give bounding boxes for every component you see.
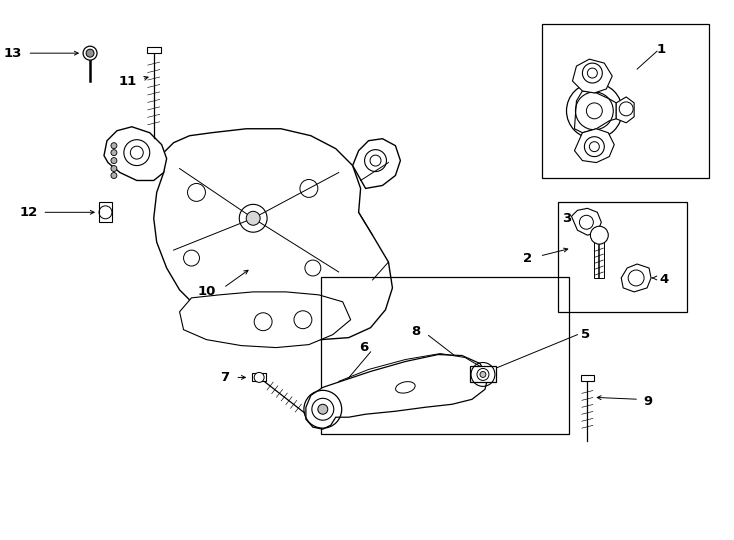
Polygon shape: [573, 59, 612, 93]
Polygon shape: [470, 367, 496, 382]
Circle shape: [111, 166, 117, 172]
Circle shape: [86, 49, 94, 57]
Polygon shape: [617, 97, 634, 123]
Text: 1: 1: [656, 43, 666, 56]
Text: 13: 13: [4, 46, 23, 59]
Text: 11: 11: [119, 75, 137, 87]
Bar: [558, 202, 687, 312]
Polygon shape: [104, 127, 167, 180]
Polygon shape: [575, 129, 614, 163]
Text: 4: 4: [659, 273, 668, 286]
Text: 6: 6: [360, 341, 368, 354]
Bar: [321, 277, 570, 434]
Polygon shape: [595, 242, 604, 278]
Circle shape: [246, 211, 260, 225]
Polygon shape: [99, 202, 112, 222]
Circle shape: [111, 150, 117, 156]
Circle shape: [590, 226, 608, 244]
Circle shape: [111, 158, 117, 164]
Polygon shape: [352, 139, 400, 188]
Polygon shape: [572, 208, 601, 235]
Polygon shape: [252, 374, 266, 381]
Polygon shape: [153, 129, 393, 340]
Circle shape: [318, 404, 328, 414]
Circle shape: [83, 46, 97, 60]
Polygon shape: [147, 47, 161, 53]
Text: 7: 7: [220, 371, 229, 384]
Text: 9: 9: [643, 395, 653, 408]
Ellipse shape: [396, 382, 415, 393]
Text: 12: 12: [19, 206, 37, 219]
Bar: [542, 24, 709, 179]
Circle shape: [111, 172, 117, 179]
Text: 3: 3: [562, 212, 572, 225]
Text: 8: 8: [411, 325, 421, 338]
Text: 10: 10: [198, 285, 217, 299]
Polygon shape: [306, 355, 488, 429]
Polygon shape: [575, 91, 617, 133]
Circle shape: [111, 143, 117, 148]
Text: 5: 5: [581, 328, 591, 341]
Polygon shape: [581, 375, 594, 381]
Polygon shape: [621, 264, 651, 292]
Text: 2: 2: [523, 252, 531, 265]
Circle shape: [480, 372, 486, 377]
Circle shape: [254, 373, 264, 382]
Polygon shape: [180, 292, 351, 348]
